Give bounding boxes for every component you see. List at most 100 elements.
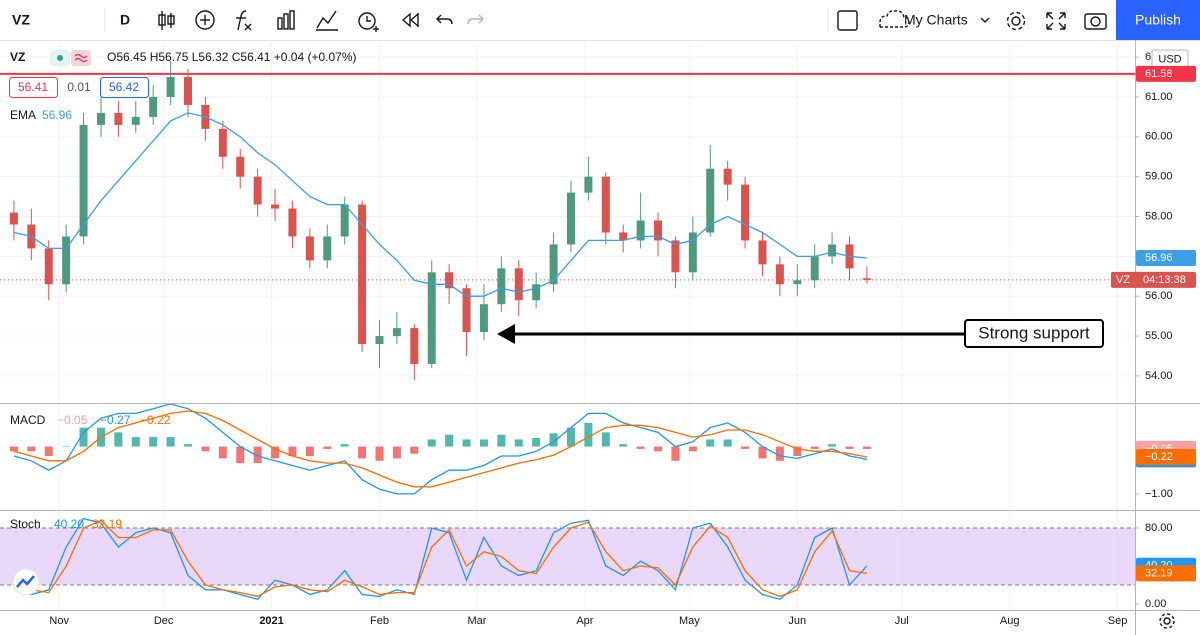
symbol-button[interactable]: VZ [12,12,30,28]
hline-label-box [1136,65,1196,82]
line-series [13,112,867,297]
histogram-bar [375,446,384,461]
x-tick-label: Dec [154,615,174,627]
stoch-tag-box [1136,565,1196,582]
spread: 0.01 [67,80,91,94]
stoch-legend-name: Stoch [10,517,41,531]
indicator-add-icon[interactable] [195,10,215,30]
bid-price: 56.41 [18,80,48,94]
candle-body [688,232,697,273]
histogram-bar [236,446,245,464]
candle-body [514,268,523,301]
x-tick-label: Feb [370,615,389,627]
fullscreen-icon[interactable] [1046,12,1066,30]
histogram-bar [166,437,175,447]
histogram-bar [253,446,262,464]
undo-icon[interactable] [436,14,453,25]
line-series [13,519,867,598]
publish-button[interactable] [1116,0,1200,40]
histogram-bar [9,446,18,452]
x-tick-label: Jun [788,615,806,627]
snapshot-icon[interactable] [1084,13,1107,30]
ask-price: 56.42 [109,80,139,94]
histogram-bar [775,446,784,461]
candles-icon[interactable] [158,11,175,30]
candle-body [636,220,645,241]
histogram-bar [288,446,297,457]
y-tick-label: 58.00 [1145,210,1173,222]
y-tick-label: 60.00 [1145,131,1173,143]
logo [12,568,40,596]
ema-tag: 56.96 [1145,252,1173,264]
candle-body [375,336,384,345]
ema-legend-name: EMA [10,108,36,122]
histogram-bar [532,438,541,447]
x-tick-label: Jul [895,615,909,627]
histogram-bar [218,446,227,459]
ema-tag-box [1136,249,1196,266]
histogram-bar [114,432,123,447]
my-charts-button[interactable]: My Charts [904,12,968,28]
fx-icon[interactable] [236,10,252,31]
layout-icon[interactable] [837,10,858,31]
candle-body [149,96,158,117]
candle-body [236,156,245,177]
band-fill [0,527,1135,585]
line-series [13,517,868,601]
compare-icon[interactable] [316,10,338,31]
redo-icon[interactable] [467,14,484,25]
histogram-bar [27,446,36,452]
histogram-bar [340,444,349,447]
y-tick-label: −1.00 [1145,488,1173,500]
ask-box[interactable] [100,77,149,98]
candle-body [166,77,175,97]
x-tick-label: 2021 [259,615,283,627]
candle-body [828,244,837,257]
x-tick-label: Sep [1108,615,1128,627]
annotation-box[interactable] [964,319,1104,348]
bid-box[interactable] [9,77,58,98]
hline-label: 61.58 [1145,68,1173,80]
x-tick-label: Aug [1000,615,1020,627]
histogram-bar [584,422,593,447]
histogram-bar [741,446,750,449]
template-icon[interactable] [277,10,295,30]
currency-label: USD [1158,53,1181,65]
interval-button[interactable]: D [120,12,130,28]
histogram-bar [828,444,837,447]
candle-body [96,112,105,125]
x-tick-label: May [679,615,700,627]
histogram-bar [323,446,332,449]
line-series [13,410,868,488]
histogram-bar [497,434,506,447]
axis-settings-icon[interactable] [1159,613,1175,629]
y-tick-label: 6 [1145,51,1151,63]
y-tick-label: 54.00 [1145,370,1173,382]
histogram-bar [79,427,88,447]
histogram-bar [427,439,436,447]
price-tag-symbol: VZ [1116,274,1130,286]
market-status-icon [57,55,63,61]
cloud-icon[interactable] [879,10,910,28]
alert-icon[interactable] [358,12,379,32]
toolbar: VZ D My Charts Publish [0,0,1200,41]
candle-body [758,240,767,265]
y-tick-label: 55.00 [1145,330,1173,342]
macd-legend-value: −0.22 [140,413,171,427]
histogram-bar [723,439,732,447]
candle-body [288,208,297,237]
candle-body [9,212,18,225]
histogram-bar [201,446,210,452]
publish-label[interactable]: Publish [1135,12,1181,28]
dropdown-icon[interactable] [980,17,990,23]
histogram-bar [654,446,663,452]
histogram-bar [514,439,523,447]
candle-body [271,204,280,209]
settings-icon[interactable] [1006,11,1026,31]
histogram-bar [793,446,802,457]
candle-body [462,288,471,333]
replay-icon[interactable] [401,12,419,28]
stoch-tag: 32.19 [1145,567,1173,579]
axes: Nov Dec 2021 Feb Mar Apr May Jun Jul Aug Sep 54.00 5… [49,49,1196,627]
histogram-bar [184,444,193,447]
